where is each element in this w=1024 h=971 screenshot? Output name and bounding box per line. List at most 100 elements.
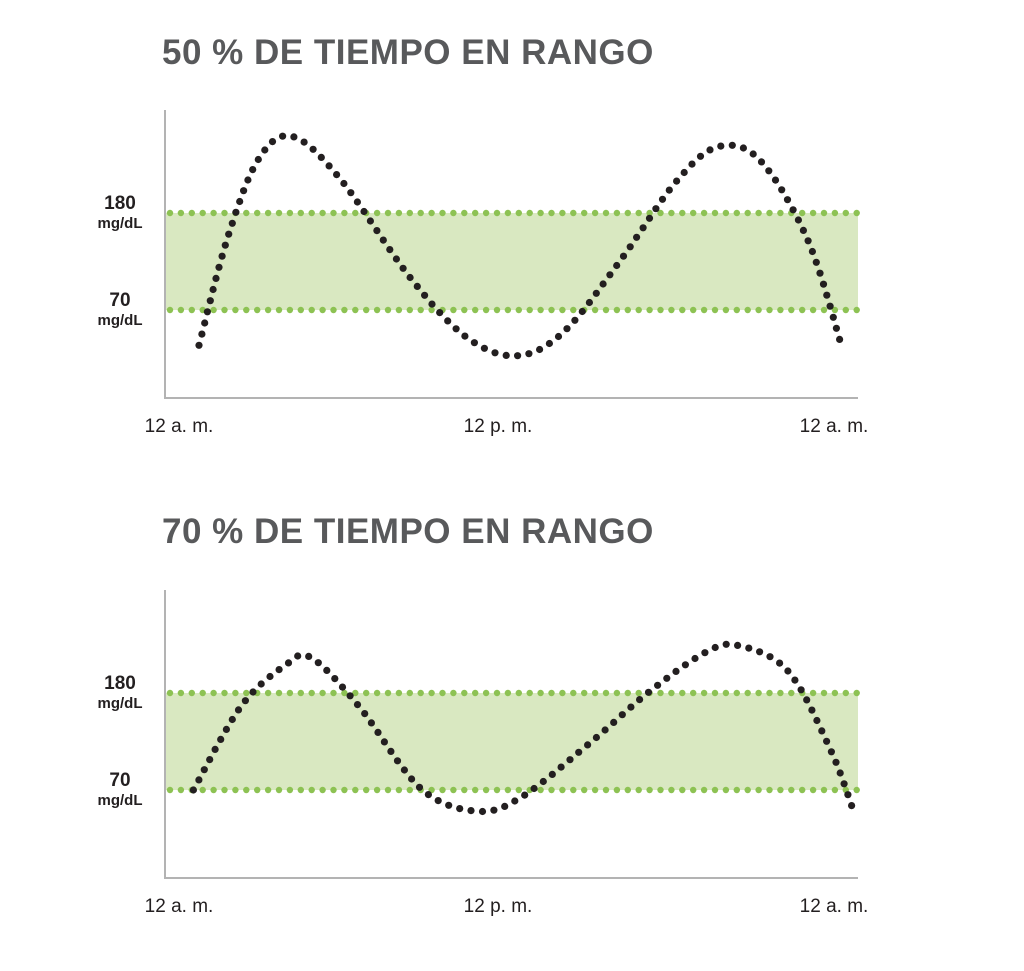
curve-dot	[444, 317, 452, 325]
target-line-dot	[210, 786, 217, 794]
curve-dot	[392, 255, 400, 263]
target-line-dot	[504, 786, 512, 794]
curve-dot	[284, 659, 293, 667]
target-line-dot	[668, 306, 675, 314]
target-line-dot	[395, 306, 403, 314]
curve-dot	[797, 686, 805, 694]
curve-dot	[399, 264, 407, 272]
curve-dot	[819, 280, 828, 288]
curve-dot	[244, 176, 252, 184]
target-line-dot	[668, 786, 675, 794]
target-line-dot	[286, 786, 294, 794]
target-line-dot	[570, 689, 577, 697]
curve-dot	[386, 246, 394, 254]
curve-dot	[536, 345, 544, 354]
curve-dot	[424, 791, 432, 799]
target-line-dot	[515, 306, 522, 314]
target-line-dot	[853, 689, 860, 697]
target-line-dot	[275, 689, 283, 697]
target-line-dot	[831, 786, 839, 794]
target-line-dot	[439, 689, 446, 697]
target-line-dot	[330, 689, 337, 697]
target-line-dot	[548, 306, 555, 314]
curve-dot	[756, 648, 764, 656]
target-line-dot	[341, 209, 348, 217]
target-line-dot	[668, 209, 675, 217]
curve-dot	[480, 344, 488, 352]
target-line-dot	[733, 689, 740, 697]
curve-dot	[680, 168, 688, 177]
curve-dot	[379, 236, 387, 244]
target-line-dot	[177, 306, 185, 314]
target-line-dot	[232, 786, 239, 794]
target-line-dot	[297, 786, 304, 794]
curve-dot	[571, 316, 579, 324]
curve-dot	[240, 187, 248, 195]
curve-dot	[554, 332, 563, 341]
target-line-dot	[635, 689, 642, 697]
target-low-line	[166, 786, 860, 794]
target-line-dot	[777, 306, 784, 314]
target-line-dot	[352, 306, 359, 314]
curve-dot	[279, 132, 287, 140]
curve-dot	[201, 319, 209, 327]
target-line-dot	[526, 209, 533, 217]
target-line-dot	[755, 786, 762, 794]
curve-dot	[521, 791, 529, 799]
chart-axes	[164, 590, 858, 879]
target-line-dot	[853, 306, 860, 314]
target-line-dot	[766, 786, 773, 794]
target-line-dot	[624, 306, 631, 314]
target-line-dot	[472, 209, 479, 217]
target-line-dot	[744, 209, 751, 217]
curve-dot	[257, 680, 265, 688]
curve-dot	[626, 243, 634, 251]
curve-dot	[195, 776, 203, 784]
curve-dot	[206, 297, 214, 305]
target-line-dot	[428, 689, 435, 697]
curve-dot	[665, 186, 673, 194]
target-line-dot	[842, 306, 849, 314]
target-line-dot	[482, 689, 490, 697]
curve-dot	[275, 666, 283, 674]
target-high-line	[166, 689, 860, 697]
target-line-dot	[330, 786, 337, 794]
target-line-dot	[766, 306, 773, 314]
target-line-dot	[417, 306, 424, 314]
chart-title: 70 % DE TIEMPO EN RANGO	[162, 512, 654, 551]
target-line-dot	[624, 786, 631, 794]
target-line-dot	[243, 689, 250, 697]
target-line-dot	[395, 689, 403, 697]
curve-dot	[456, 805, 464, 813]
target-line-dot	[275, 786, 283, 794]
curve-dot	[467, 807, 475, 815]
target-line-dot	[341, 689, 348, 697]
target-line-dot	[711, 306, 719, 314]
curve-dot	[578, 307, 586, 316]
curve-dot	[211, 745, 219, 753]
target-line-dot	[831, 689, 839, 697]
curve-dot	[249, 166, 257, 174]
target-line-dot	[820, 306, 828, 314]
target-line-dot	[308, 306, 315, 314]
curve-dot	[789, 206, 797, 214]
curve-dot	[346, 692, 354, 700]
target-line-dot	[221, 786, 228, 794]
target-line-dot	[602, 209, 610, 217]
curve-dot	[823, 291, 831, 299]
curve-dot	[490, 806, 498, 814]
target-line-dot	[210, 689, 217, 697]
y-label-unit: mg/dL	[98, 312, 143, 329]
target-line-dot	[657, 689, 664, 697]
target-line-dot	[363, 306, 370, 314]
x-tick-label: 12 a. m.	[145, 896, 214, 917]
curve-dot	[844, 791, 852, 799]
target-line-dot	[700, 209, 708, 217]
target-line-dot	[254, 209, 261, 217]
curve-dot	[766, 653, 774, 661]
target-line-dot	[591, 689, 599, 697]
curve-dot	[745, 644, 753, 652]
curve-dot	[502, 351, 510, 359]
target-line-dot	[559, 786, 566, 794]
curve-dot	[681, 661, 690, 669]
